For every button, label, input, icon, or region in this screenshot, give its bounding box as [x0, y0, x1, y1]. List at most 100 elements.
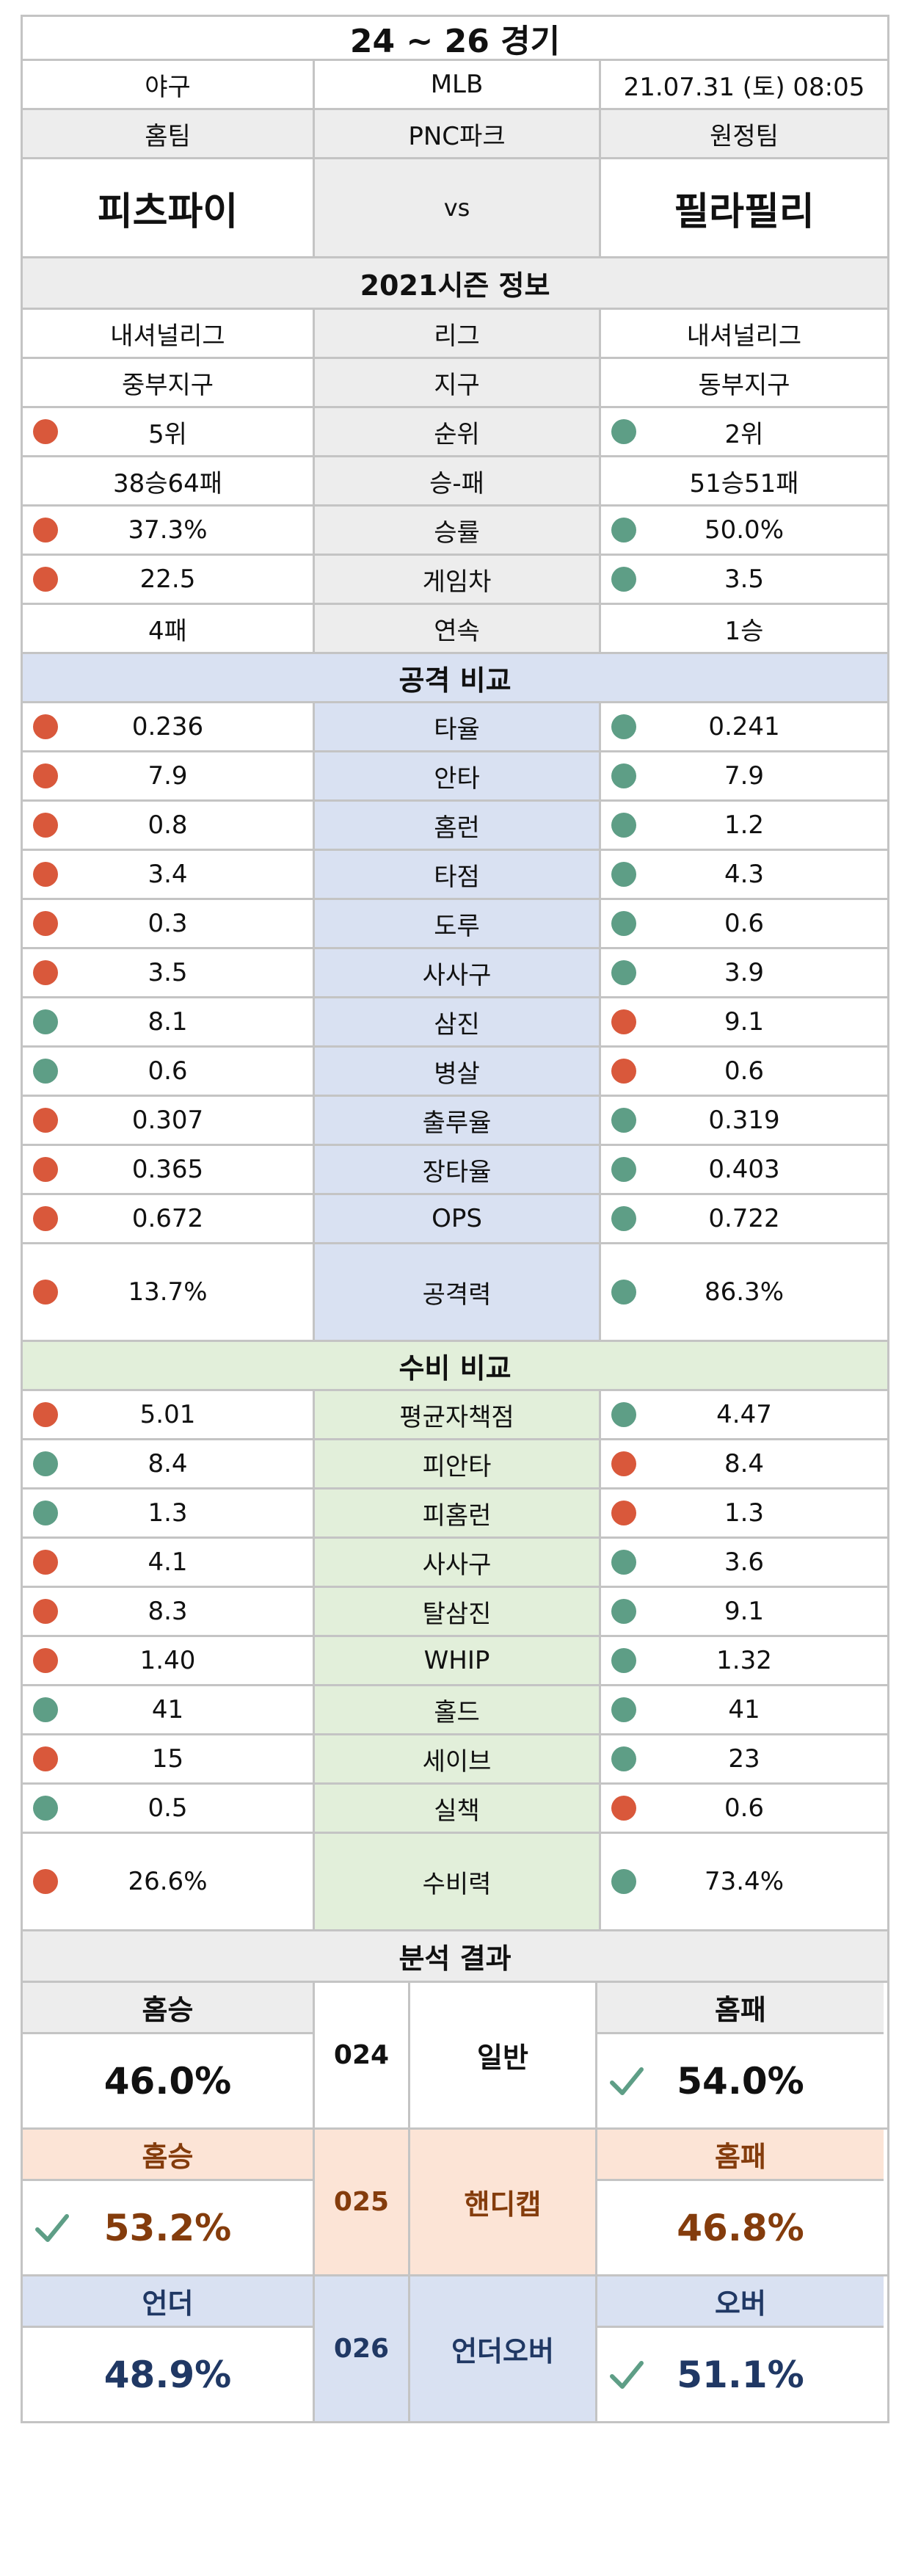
away-stat-cell: 0.6: [601, 1048, 887, 1095]
game-code: 024: [313, 1983, 408, 2127]
home-stat-value: 0.8: [148, 810, 188, 840]
stat-row: 0.5 실책 0.6: [21, 1785, 889, 1834]
home-stat-cell: 41: [23, 1686, 313, 1733]
home-stat-cell: 0.3: [23, 900, 313, 947]
stat-label: 피안타: [422, 1451, 492, 1481]
offense-title: 공격 비교: [398, 664, 512, 697]
stat-label: 삼진: [434, 1009, 480, 1040]
green-dot-icon: [611, 567, 636, 592]
right-outcome-value-cell: 54.0%: [597, 2034, 884, 2127]
stat-row: 0.307 출루율 0.319: [21, 1097, 889, 1146]
left-outcome-value: 48.9%: [103, 2353, 232, 2396]
away-stat-cell: 0.403: [601, 1146, 887, 1193]
stat-label-cell: 평균자책점: [313, 1391, 601, 1438]
stat-row: 13.7% 공격력 86.3%: [21, 1244, 889, 1342]
defense-title: 수비 비교: [398, 1352, 512, 1385]
home-stat-cell: 5.01: [23, 1391, 313, 1438]
home-stat-cell: 중부지구: [23, 359, 313, 406]
red-dot-icon: [33, 1869, 58, 1894]
stat-label: 출루율: [422, 1108, 492, 1138]
away-stat-cell: 0.6: [601, 900, 887, 947]
home-stat-cell: 26.6%: [23, 1834, 313, 1929]
left-outcome-value: 53.2%: [103, 2206, 232, 2249]
red-dot-icon: [611, 1796, 636, 1821]
stat-row: 5.01 평균자책점 4.47: [21, 1391, 889, 1440]
green-dot-icon: [611, 1402, 636, 1427]
away-team-header: 원정팀: [710, 121, 779, 151]
stat-label: 홀드: [434, 1697, 480, 1727]
home-stat-value: 1.40: [139, 1646, 196, 1675]
stat-label: OPS: [432, 1204, 482, 1233]
away-stat-cell: 내셔널리그: [601, 310, 887, 357]
stat-label: 순위: [434, 419, 480, 449]
away-stat-cell: 9.1: [601, 998, 887, 1045]
stat-row: 0.3 도루 0.6: [21, 900, 889, 949]
away-stat-value: 23: [728, 1744, 760, 1774]
home-stat-cell: 0.6: [23, 1048, 313, 1095]
defense-title-row: 수비 비교: [21, 1342, 889, 1391]
away-stat-value: 8.4: [724, 1449, 765, 1479]
left-outcome-value-cell: 46.0%: [23, 2034, 313, 2127]
away-stat-value: 0.6: [724, 909, 765, 938]
result-block-026: 언더 48.9% 026 언더오버 오버 51.1%: [21, 2276, 889, 2423]
season-title-row: 2021시즌 정보: [21, 258, 889, 310]
stat-row: 22.5 게임차 3.5: [21, 556, 889, 605]
check-icon: [610, 2360, 644, 2389]
home-stat-cell: 8.4: [23, 1440, 313, 1487]
stat-label: 지구: [434, 370, 480, 400]
stat-label: 안타: [434, 763, 480, 794]
away-stat-value: 86.3%: [704, 1277, 784, 1307]
home-stat-cell: 7.9: [23, 752, 313, 799]
offense-table: 0.236 타율 0.241 7.9 안타 7.9 0.8 홈런 1.2 3.4 타점 4.3 0.3 도…: [21, 703, 889, 1342]
right-outcome-value: 51.1%: [677, 2353, 804, 2396]
analysis-title: 분석 결과: [398, 1942, 512, 1975]
stat-row: 0.6 병살 0.6: [21, 1048, 889, 1097]
away-stat-value: 0.241: [708, 712, 780, 741]
away-stat-cell: 3.6: [601, 1539, 887, 1586]
away-stat-cell: 50.0%: [601, 507, 887, 554]
stat-label-cell: 세이브: [313, 1735, 601, 1782]
stat-row: 0.672 OPS 0.722: [21, 1195, 889, 1244]
right-outcome-value: 54.0%: [677, 2059, 804, 2102]
defense-table: 5.01 평균자책점 4.47 8.4 피안타 8.4 1.3 피홈런 1.3 4.1 사사구 3.6…: [21, 1391, 889, 1931]
stat-row: 26.6% 수비력 73.4%: [21, 1834, 889, 1931]
away-stat-cell: 0.6: [601, 1785, 887, 1832]
home-stat-value: 0.5: [148, 1793, 188, 1823]
home-stat-cell: 5위: [23, 408, 313, 455]
stat-label: 세이브: [422, 1746, 492, 1777]
stat-label: 승률: [434, 518, 480, 548]
away-stat-cell: 3.9: [601, 949, 887, 996]
result-block-025: 홈승 53.2% 025 핸디캡 홈패 46.8%: [21, 2130, 889, 2276]
green-dot-icon: [611, 1697, 636, 1722]
away-stat-value: 41: [728, 1695, 760, 1724]
season-title: 2021시즌 정보: [360, 269, 550, 302]
away-stat-value: 0.6: [724, 1056, 765, 1086]
away-stat-cell: 0.319: [601, 1097, 887, 1144]
home-side: 언더 48.9%: [23, 2276, 313, 2421]
green-dot-icon: [611, 1157, 636, 1182]
red-dot-icon: [611, 1009, 636, 1034]
stat-label: 사사구: [422, 1550, 492, 1580]
away-stat-value: 0.403: [708, 1155, 780, 1184]
stat-row: 4.1 사사구 3.6: [21, 1539, 889, 1588]
green-dot-icon: [611, 960, 636, 985]
green-dot-icon: [611, 1648, 636, 1673]
left-outcome-label: 언더: [23, 2276, 313, 2328]
away-stat-cell: 86.3%: [601, 1244, 887, 1340]
stat-label-cell: 사사구: [313, 1539, 601, 1586]
away-stat-cell: 0.241: [601, 703, 887, 750]
home-stat-value: 22.5: [139, 565, 196, 594]
left-outcome-value-cell: 53.2%: [23, 2181, 313, 2274]
stat-label: 공격력: [422, 1280, 492, 1310]
stat-label-cell: 병살: [313, 1048, 601, 1095]
green-dot-icon: [611, 1206, 636, 1231]
stat-label: 탈삼진: [422, 1599, 492, 1629]
away-stat-value: 7.9: [724, 761, 765, 791]
home-stat-cell: 8.1: [23, 998, 313, 1045]
away-stat-value: 0.6: [724, 1793, 765, 1823]
away-stat-value: 4.47: [716, 1400, 772, 1429]
season-table: 내셔널리그 리그 내셔널리그 중부지구 지구 동부지구 5위 순위 2위 38승64패 승-패 51승…: [21, 310, 889, 654]
away-stat-cell: 4.3: [601, 851, 887, 898]
home-stat-value: 13.7%: [128, 1277, 208, 1307]
stat-row: 41 홀드 41: [21, 1686, 889, 1735]
